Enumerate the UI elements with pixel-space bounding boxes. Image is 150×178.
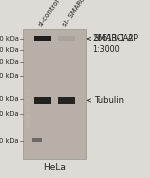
Text: 26613-1-AP: 26613-1-AP: [92, 34, 138, 43]
Text: 40 kDa: 40 kDa: [0, 111, 19, 117]
Text: HeLa: HeLa: [43, 163, 66, 172]
Text: Tubulin: Tubulin: [87, 96, 124, 105]
Bar: [58, 36, 75, 41]
Text: 30 kDa: 30 kDa: [0, 138, 19, 144]
Text: si-control: si-control: [38, 0, 61, 28]
Bar: [23, 29, 86, 159]
Text: WWW.PTG6.CO: WWW.PTG6.CO: [27, 86, 32, 128]
Text: 100 kDa: 100 kDa: [0, 59, 19, 65]
Text: 1:3000: 1:3000: [92, 45, 120, 54]
Bar: [58, 97, 75, 104]
Text: 70 kDa: 70 kDa: [0, 73, 19, 79]
Text: si- SMARCA2: si- SMARCA2: [62, 0, 92, 28]
Text: 50 kDa: 50 kDa: [0, 96, 19, 102]
Text: 150 kDa: 150 kDa: [0, 47, 19, 53]
Bar: [32, 138, 42, 142]
Text: 250 kDa: 250 kDa: [0, 36, 19, 42]
Text: SMARCA2: SMARCA2: [87, 35, 134, 43]
Bar: [34, 36, 51, 41]
Bar: [34, 97, 51, 104]
